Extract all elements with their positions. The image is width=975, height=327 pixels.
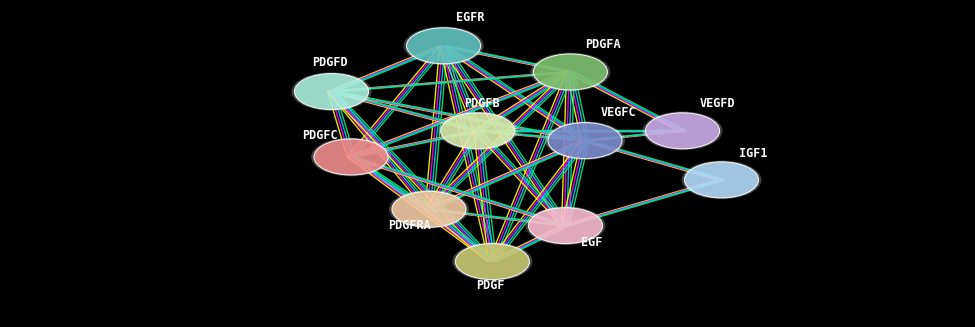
Ellipse shape: [294, 74, 369, 110]
Ellipse shape: [645, 113, 720, 149]
Text: VEGFC: VEGFC: [601, 106, 637, 119]
Ellipse shape: [292, 72, 371, 111]
Ellipse shape: [528, 208, 603, 244]
Text: PDGFB: PDGFB: [464, 96, 500, 110]
Ellipse shape: [404, 26, 484, 65]
Ellipse shape: [548, 123, 622, 159]
Ellipse shape: [682, 161, 761, 199]
Text: EGF: EGF: [581, 236, 603, 249]
Ellipse shape: [545, 121, 625, 160]
Ellipse shape: [392, 191, 466, 227]
Text: PDGF: PDGF: [476, 279, 504, 292]
Text: EGFR: EGFR: [456, 11, 485, 25]
Text: PDGFRA: PDGFRA: [388, 219, 431, 232]
Ellipse shape: [526, 206, 605, 245]
Ellipse shape: [407, 28, 481, 64]
Ellipse shape: [684, 162, 759, 198]
Ellipse shape: [530, 53, 610, 91]
Ellipse shape: [533, 54, 607, 90]
Ellipse shape: [643, 112, 722, 150]
Text: VEGFD: VEGFD: [700, 96, 736, 110]
Text: IGF1: IGF1: [739, 147, 767, 160]
Text: PDGFD: PDGFD: [312, 56, 348, 69]
Ellipse shape: [441, 113, 515, 149]
Text: PDGFA: PDGFA: [585, 38, 621, 51]
Ellipse shape: [455, 244, 529, 280]
Ellipse shape: [452, 242, 532, 281]
Ellipse shape: [311, 138, 391, 176]
Text: PDGFC: PDGFC: [302, 129, 338, 142]
Ellipse shape: [389, 190, 469, 229]
Ellipse shape: [314, 139, 388, 175]
Ellipse shape: [438, 112, 518, 150]
